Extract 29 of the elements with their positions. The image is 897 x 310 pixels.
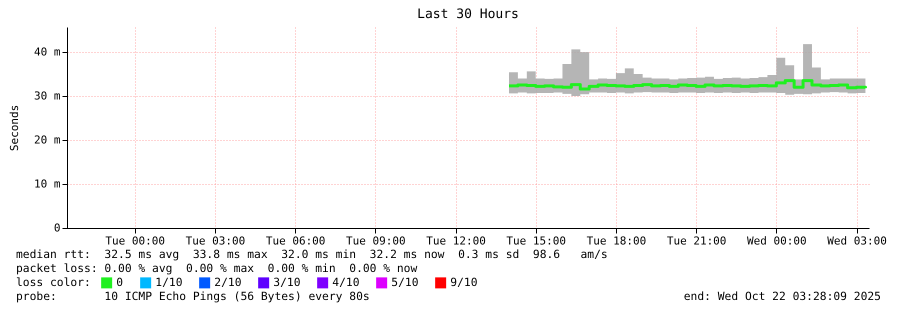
- legend-label: 1/10: [155, 276, 183, 289]
- y-tick-label: 30 m: [34, 90, 61, 103]
- text: packet loss: 0.00 % avg 0.00 % max 0.00 % min 0.00 % now: [16, 262, 418, 275]
- x-tick-label: Tue 15:00: [506, 234, 566, 248]
- y-axis-title: Seconds: [8, 104, 22, 152]
- x-tick-label: Tue 09:00: [346, 234, 406, 248]
- legend-label: 4/10: [332, 276, 360, 289]
- y-tick-label: 10 m: [34, 178, 61, 191]
- y-tick-label: 20 m: [34, 134, 61, 147]
- legend-label: 0: [116, 276, 124, 289]
- legend-label: 2/10: [214, 276, 242, 289]
- x-tick-label: Tue 18:00: [586, 234, 646, 248]
- x-tick-label: Tue 06:00: [266, 234, 326, 248]
- x-tick-label: Tue 21:00: [666, 234, 726, 248]
- x-tick-label: Tue 00:00: [105, 234, 166, 248]
- chart-title: Last 30 Hours: [417, 7, 519, 22]
- legend-title: loss color:: [16, 276, 91, 289]
- text: probe: 10 ICMP Echo Pings (56 Bytes) every 80s: [16, 290, 370, 303]
- x-tick-label: Wed 03:00: [827, 234, 887, 248]
- x-tick-label: Wed 00:00: [747, 234, 807, 248]
- text: median rtt: 32.5 ms avg 33.8 ms max 32.0 ms min 32.2 ms now 0.3 ms sd 98.6 am/s: [16, 248, 608, 261]
- legend-label: 3/10: [273, 276, 301, 289]
- legend-label: 9/10: [450, 276, 478, 289]
- legend-label: 5/10: [391, 276, 419, 289]
- x-tick-label: Tue 03:00: [186, 234, 246, 248]
- y-tick-label: 40 m: [34, 46, 61, 59]
- x-tick-label: Tue 12:00: [426, 234, 486, 248]
- text: end: Wed Oct 22 03:28:09 2025: [684, 290, 881, 303]
- y-tick-label: 0: [54, 222, 60, 234]
